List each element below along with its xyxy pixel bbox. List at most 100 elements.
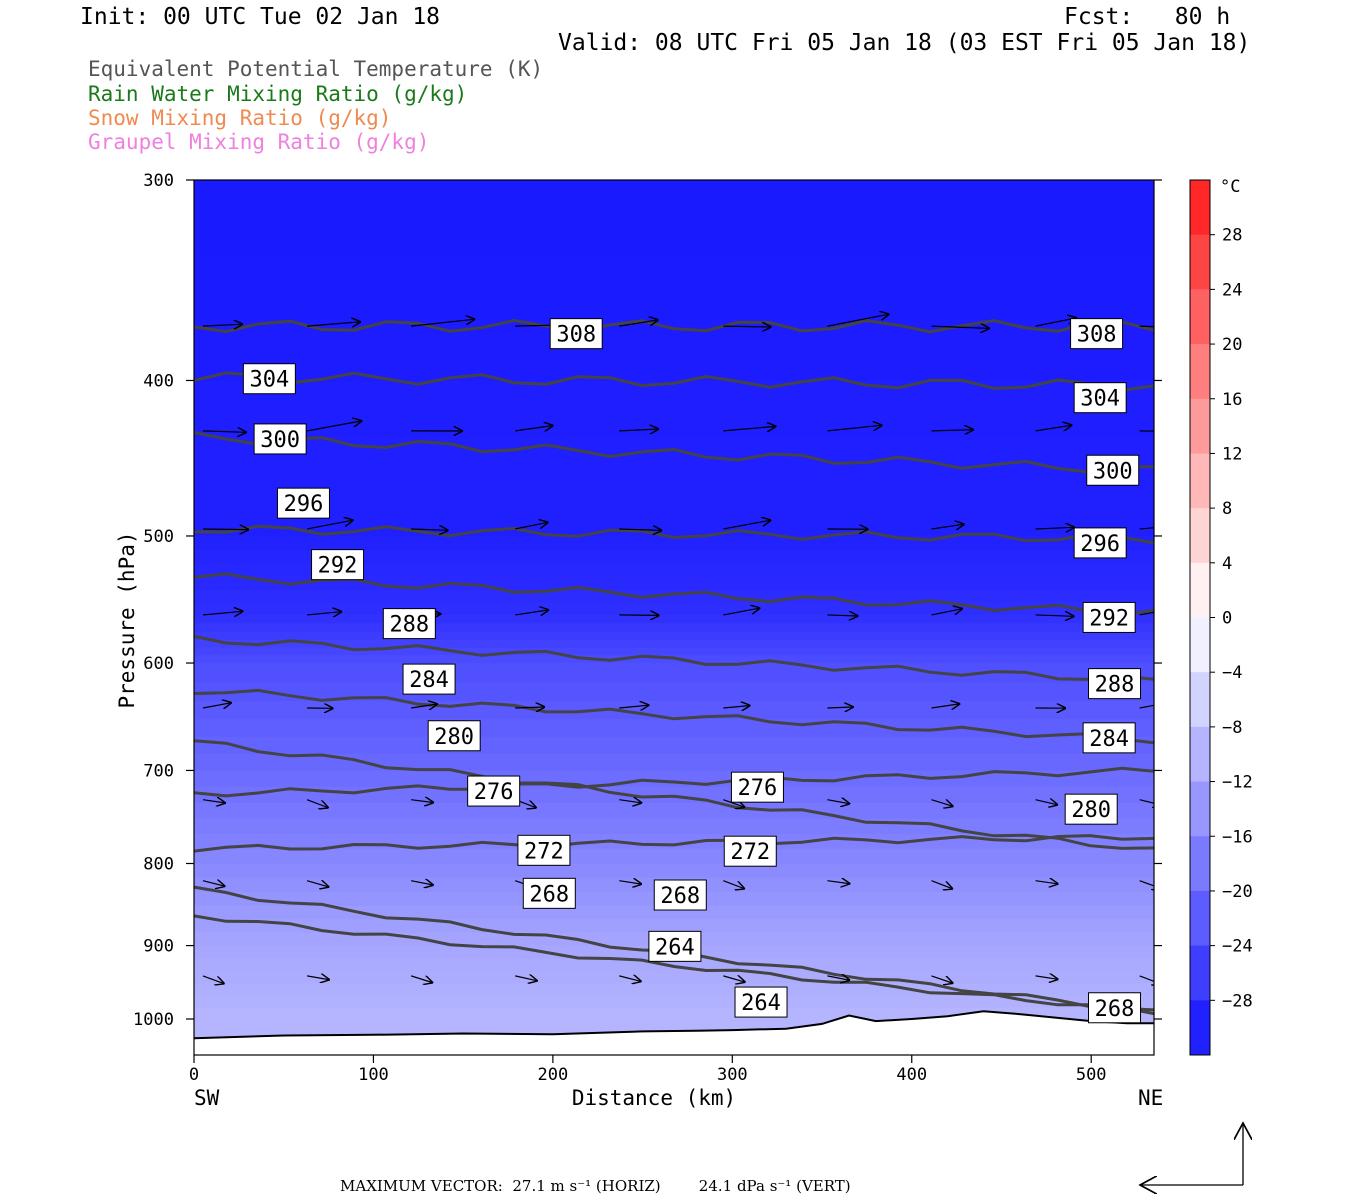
theta-e-contour-284 (194, 688, 1154, 745)
y-tick-label: 300 (143, 171, 174, 191)
wind-vector (1139, 880, 1154, 888)
contour-labels: 308 308 304 304 300 300 296 296 292 292 288 288 284 2… (242, 318, 1142, 1024)
wind-vector (827, 707, 852, 708)
contour-label-box (734, 986, 788, 1018)
temp-band (194, 833, 1154, 850)
temp-band (194, 753, 1154, 772)
wind-vector (515, 523, 547, 530)
terrain-line (194, 1010, 1154, 1040)
temp-band (194, 647, 1154, 656)
y-axis-label: Pressure (hPa) (115, 531, 139, 708)
contour-label: 276 (738, 776, 778, 801)
wind-vector (1035, 318, 1076, 327)
wind-vector (411, 800, 433, 803)
legend-snow: Snow Mixing Ratio (g/kg) (88, 106, 392, 130)
wind-vector (723, 880, 744, 889)
y-tick-label: 600 (143, 654, 174, 674)
legend-graupel: Graupel Mixing Ratio (g/kg) (88, 130, 430, 154)
wind-vector (723, 976, 744, 982)
y-tick-label: 700 (143, 761, 174, 781)
temp-band (194, 818, 1154, 835)
wind-vector (723, 326, 770, 327)
contour-label: 308 (556, 323, 596, 348)
contour-label-box (1064, 793, 1118, 825)
colorbar-segment (1190, 398, 1210, 454)
wind-vector (619, 429, 658, 431)
temp-band (194, 970, 1154, 984)
wind-vector (1035, 527, 1074, 529)
contour-label: 292 (318, 554, 358, 579)
temp-band (194, 614, 1154, 624)
contour-label-box (730, 771, 784, 803)
wind-vector (723, 520, 770, 530)
valid-time: Valid: 08 UTC Fri 05 Jan 18 (03 EST Fri … (558, 30, 1251, 56)
wind-vector (931, 609, 961, 616)
wind-vector (1139, 527, 1154, 530)
theta-e-contour-280 (194, 739, 1154, 850)
wind-vector (723, 706, 749, 708)
wind-vector (931, 326, 988, 328)
temp-band (194, 589, 1154, 603)
contour-label-box (648, 930, 702, 962)
temp-band (194, 639, 1154, 648)
contour-label-box (382, 608, 436, 640)
temp-band (194, 770, 1154, 788)
contour-label-box (549, 318, 603, 350)
wind-vector (827, 425, 881, 432)
contour-label: 272 (730, 840, 770, 865)
colorbar-tick-label: −24 (1222, 937, 1253, 957)
temperature-fill (194, 180, 1154, 1055)
x-tick-label: 400 (896, 1065, 927, 1085)
wind-vector (1139, 325, 1154, 328)
wind-vector (202, 529, 248, 530)
temp-band (194, 563, 1154, 578)
colorbar-segment (1190, 1000, 1210, 1056)
contour-label: 296 (284, 492, 324, 517)
temp-band (194, 736, 1154, 755)
wind-vector (306, 799, 328, 808)
contour-label: 300 (1093, 459, 1133, 484)
theta-e-contour-304 (194, 371, 1154, 393)
colorbar-segment (1190, 781, 1210, 837)
colorbar-tick-label: 4 (1222, 554, 1232, 574)
contour-label-box (653, 879, 707, 911)
colorbar-segment (1190, 562, 1210, 618)
theta-e-contour-296 (194, 524, 1154, 545)
wind-vector (931, 430, 972, 431)
x-tick-label: 300 (717, 1065, 748, 1085)
wind-vector (202, 431, 246, 432)
y-tick-label: 500 (143, 527, 174, 547)
y-tick-label: 800 (143, 855, 174, 875)
wind-vector (410, 975, 432, 983)
temp-band (194, 700, 1154, 720)
wind-vector (723, 608, 759, 616)
colorbar-tick-label: 12 (1222, 444, 1242, 464)
colorbar-tick-label: 0 (1222, 609, 1232, 629)
y-tick-label: 1000 (133, 1010, 174, 1030)
wind-vector (723, 799, 744, 807)
contour-label-box (427, 720, 481, 752)
colorbar-tick-label: 20 (1222, 335, 1242, 355)
wind-vector (515, 426, 552, 431)
contour-label: 264 (655, 935, 695, 960)
wind-vector (827, 881, 849, 884)
temp-band (194, 253, 1154, 321)
wind-vector (931, 799, 952, 807)
contour-label-box (311, 549, 365, 581)
temp-band (194, 1007, 1154, 1020)
wind-vector (827, 976, 849, 980)
contour-label: 288 (389, 613, 429, 638)
contour-label: 280 (434, 725, 474, 750)
colorbar-tick-label: −16 (1222, 827, 1253, 847)
wind-vector (931, 704, 959, 708)
colorbar-tick-label: 24 (1222, 280, 1242, 300)
theta-e-contour-300 (194, 431, 1154, 474)
theta-e-contour-288 (194, 634, 1154, 681)
ne-label: NE (1138, 1086, 1163, 1110)
colorbar-segment (1190, 234, 1210, 290)
colorbar-segment (1190, 890, 1210, 947)
wind-vector (827, 800, 849, 804)
wind-vector (411, 319, 474, 327)
contour-label: 264 (741, 991, 781, 1016)
wind-vector (1035, 425, 1072, 432)
